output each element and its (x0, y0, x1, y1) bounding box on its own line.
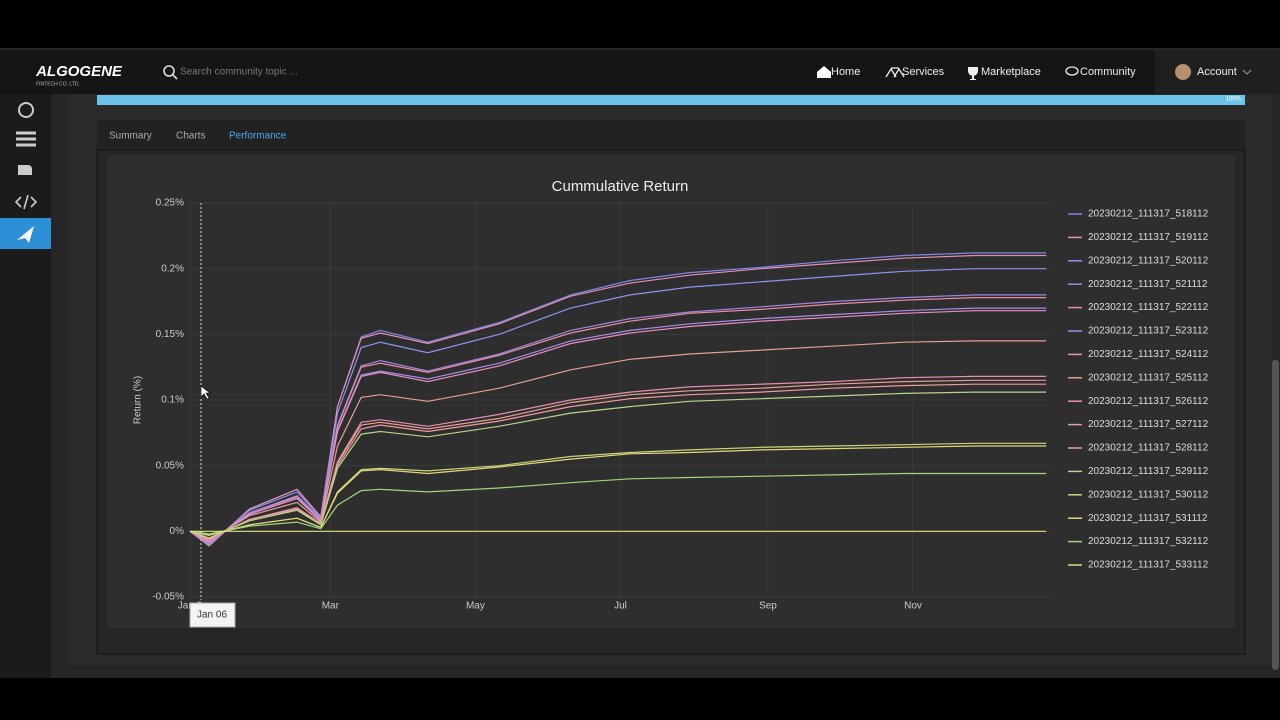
sidebar (0, 94, 51, 678)
series-line (189, 268, 1047, 546)
tab[interactable]: Charts (176, 131, 205, 142)
x-tick-label: May (466, 601, 485, 612)
series-line (189, 445, 1047, 536)
code-icon[interactable] (14, 194, 38, 210)
tooltip-text: Jan 06 (197, 610, 227, 621)
legend-label: 20230212_111317_531112 (1088, 513, 1208, 524)
history-icon[interactable] (18, 102, 34, 118)
search-icon (163, 65, 175, 77)
legend-label: 20230212_111317_530112 (1088, 489, 1209, 500)
progress-bar (97, 95, 1245, 105)
legend-label: 20230212_111317_527112 (1088, 419, 1209, 430)
legend-label: 20230212_111317_522112 (1088, 302, 1209, 313)
series-line (189, 297, 1047, 544)
cursor (200, 385, 211, 400)
series-line (189, 375, 1047, 540)
community-icon (1065, 66, 1079, 76)
logo-sub: FINTECH CO. LTD. (36, 81, 80, 87)
y-tick-label: 0% (170, 526, 185, 537)
series-line (189, 383, 1047, 540)
legend-label: 20230212_111317_523112 (1088, 326, 1209, 337)
y-tick-label: 0.1% (161, 395, 184, 406)
rocket-icon (17, 226, 34, 243)
services-icon (885, 67, 905, 78)
y-tick-label: 0.15% (156, 329, 184, 340)
y-tick-label: -0.05% (152, 592, 184, 603)
y-tick-label: 0.05% (156, 460, 184, 471)
legend-label: 20230212_111317_526112 (1088, 396, 1209, 407)
home-icon (817, 66, 831, 78)
series-line (189, 391, 1047, 539)
account-menu[interactable]: Account (1197, 66, 1237, 78)
y-tick-label: 0.25% (156, 198, 184, 209)
tab-bar (97, 120, 1245, 150)
avatar[interactable] (1175, 64, 1191, 80)
tab-active[interactable]: Performance (229, 131, 287, 142)
y-tick-label: 0.2% (161, 263, 184, 274)
progress-label: 100% (1226, 97, 1242, 103)
legend-label: 20230212_111317_521112 (1088, 279, 1208, 290)
chart-title: Cummulative Return (552, 178, 689, 195)
logo[interactable]: ALGOGENE (35, 63, 123, 80)
legend-label: 20230212_111317_520112 (1088, 255, 1209, 266)
nav-item[interactable]: Services (902, 66, 945, 78)
legend-label: 20230212_111317_518112 (1088, 209, 1209, 220)
scrollbar[interactable] (1272, 360, 1279, 670)
legend-label: 20230212_111317_528112 (1088, 443, 1209, 454)
x-tick-label: Sep (759, 601, 777, 612)
legend-label: 20230212_111317_533112 (1088, 560, 1209, 571)
legend-label: 20230212_111317_519112 (1088, 232, 1209, 243)
y-axis-label: Return (%) (133, 376, 144, 424)
x-tick-label: Nov (904, 601, 922, 612)
tooltip (189, 602, 236, 628)
series-line (189, 310, 1047, 543)
series-line (189, 340, 1047, 542)
chevron (1242, 69, 1252, 75)
series-line (189, 254, 1047, 547)
list-icon[interactable] (16, 131, 36, 147)
tab[interactable]: Summary (109, 131, 152, 142)
marketplace-icon (968, 67, 978, 80)
legend-label: 20230212_111317_529112 (1088, 466, 1209, 477)
series-line (189, 307, 1047, 544)
series-line (189, 472, 1047, 535)
nav-item[interactable]: Home (831, 66, 860, 78)
nav-item[interactable]: Marketplace (981, 66, 1041, 78)
nav-item[interactable]: Community (1080, 66, 1136, 78)
x-tick-label: Mar (322, 601, 340, 612)
python-icon[interactable] (18, 165, 32, 175)
legend-label: 20230212_111317_525112 (1088, 372, 1209, 383)
search-input[interactable]: Search community topic ... (180, 67, 298, 78)
x-tick-label: Jul (614, 601, 627, 612)
search-icon (172, 74, 178, 80)
legend-label: 20230212_111317_524112 (1088, 349, 1209, 360)
legend-label: 20230212_111317_532112 (1088, 536, 1209, 547)
